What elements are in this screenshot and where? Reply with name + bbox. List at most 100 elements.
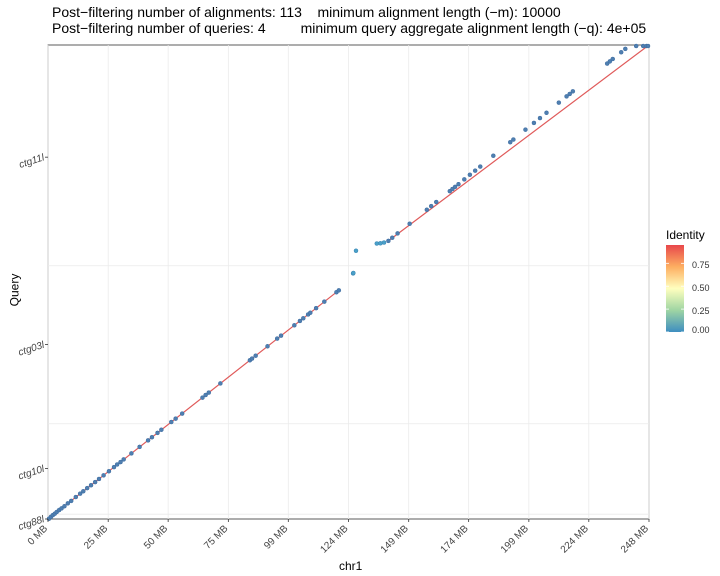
alignment-point (114, 462, 120, 467)
alignment-point (155, 430, 160, 436)
alignment-point (274, 336, 280, 341)
alignment-point (159, 427, 164, 432)
alignment-point (645, 43, 651, 49)
alignment-point (84, 485, 90, 491)
alignment-point (129, 451, 134, 456)
alignment-point (570, 89, 576, 94)
alignment-point (428, 203, 434, 209)
x-tick-label: 75 MB (202, 523, 230, 551)
alignment-point (145, 438, 151, 443)
alignment-point (297, 318, 303, 324)
alignment-point (544, 110, 549, 116)
alignment-point (278, 333, 284, 338)
alignment-point (88, 482, 94, 488)
x-tick-label: 99 MB (262, 523, 290, 551)
title-line-2: Post−filtering number of queries: 4 mini… (52, 20, 647, 36)
alignment-point-off-diagonal (351, 270, 356, 276)
x-tick-label: 149 MB (379, 523, 411, 555)
alignment-point (531, 120, 537, 126)
alignment-point (179, 411, 185, 416)
alignment-point (137, 444, 142, 450)
x-tick-label: 25 MB (82, 523, 110, 551)
alignment-point (121, 457, 126, 462)
alignment-point (313, 305, 319, 311)
alignment-point-off-diagonal (381, 240, 387, 245)
alignment-point (623, 46, 628, 52)
alignment-point (101, 473, 106, 478)
alignment-point (507, 139, 513, 145)
alignment-point (407, 221, 412, 226)
x-tick-label: 224 MB (559, 523, 591, 555)
alignment-point (200, 395, 205, 400)
identity-colorbar (666, 245, 684, 332)
alignment-point (537, 115, 543, 121)
alignment-point (73, 494, 79, 500)
alignment-point (511, 137, 516, 142)
alignment-point (218, 381, 223, 386)
x-tick-label: 124 MB (318, 523, 350, 555)
alignment-point (265, 344, 270, 349)
x-tick-label: 174 MB (439, 523, 471, 555)
alignment-point (322, 299, 327, 304)
y-axis-title: Query (7, 273, 22, 307)
alignment-point (467, 172, 473, 178)
alignment-point (478, 164, 483, 169)
alignment-point (292, 323, 297, 328)
alignment-point (92, 479, 98, 485)
legend-label-0-75: 0.75 (692, 260, 710, 270)
legend-label-0-25: 0.25 (692, 306, 710, 316)
alignment-point (203, 392, 208, 398)
alignment-point (556, 100, 562, 105)
alignment-points (46, 43, 651, 522)
x-axis-ticks: 0 MB 25 MB 50 MB 75 MB 99 MB 124 MB 149 MB 174 … (26, 519, 651, 555)
alignment-point-off-diagonal (378, 241, 383, 246)
alignment-point (169, 419, 174, 425)
alignment-point (567, 91, 572, 97)
alignment-point (173, 416, 178, 421)
grid-major (47, 45, 650, 519)
alignment-point (96, 476, 102, 482)
alignment-point (564, 94, 569, 99)
alignment-point (336, 288, 342, 293)
alignment-point (106, 468, 112, 474)
alignment-point (633, 43, 639, 49)
alignment-point (253, 353, 258, 358)
alignment-point-off-diagonal (353, 248, 359, 254)
alignment-point (62, 503, 67, 509)
x-tick-label: 248 MB (619, 523, 651, 555)
alignment-point (308, 310, 313, 316)
x-tick-label: 50 MB (142, 523, 170, 551)
alignment-point (491, 153, 496, 158)
alignment-point (434, 199, 439, 205)
legend-ticks (666, 262, 684, 333)
alignment-point (462, 177, 467, 182)
alignment-point (472, 168, 478, 173)
alignment-point (424, 207, 430, 213)
legend-title: Identity (666, 228, 705, 242)
legend-label-0-50: 0.50 (692, 283, 710, 293)
alignment-point (395, 231, 400, 236)
title-line-1: Post−filtering number of alignments: 113… (52, 4, 561, 20)
alignment-point (68, 498, 74, 504)
alignment-point (452, 184, 458, 190)
y-tick-label: ctg11l (18, 152, 47, 171)
alignment-point (390, 235, 395, 240)
alignment-point (456, 181, 461, 187)
legend-label-0-00: 0.00 (692, 325, 710, 335)
alignment-point (386, 238, 391, 244)
alignment-point (607, 59, 613, 64)
x-tick-label: 199 MB (499, 523, 531, 555)
alignment-point (249, 356, 255, 361)
alignment-point (618, 49, 624, 55)
alignment-point (77, 491, 83, 496)
y-tick-label: ctg10l (17, 464, 47, 483)
alignment-point (111, 464, 117, 470)
alignment-point (610, 56, 615, 62)
alignment-point (118, 459, 123, 465)
x-axis-title: chr1 (339, 559, 363, 573)
alignment-point (206, 390, 212, 395)
alignment-point (523, 127, 528, 132)
alignment-point (65, 501, 71, 506)
